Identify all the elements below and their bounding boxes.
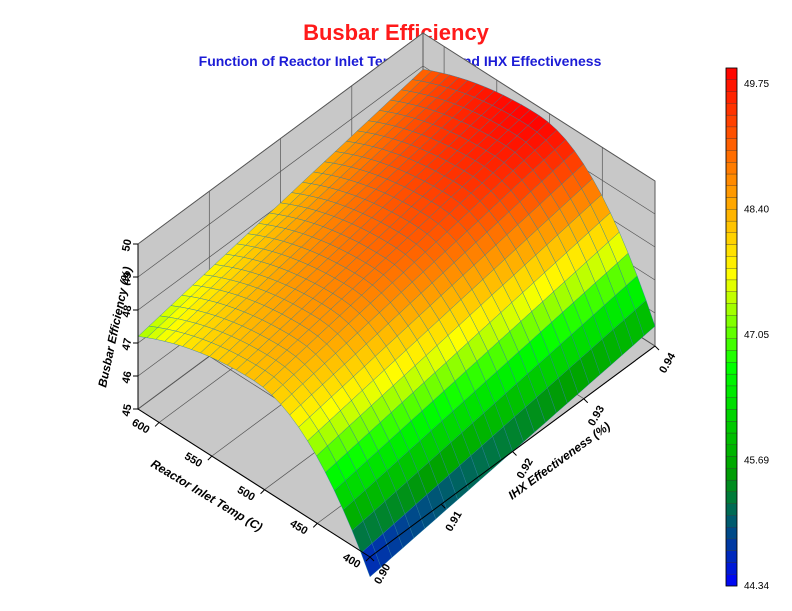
colorbar-band (725, 103, 738, 116)
x-axis-line (137, 408, 371, 558)
colorbar-band (725, 256, 738, 269)
colorbar-band (725, 362, 738, 375)
x-tick-label: 500 (235, 484, 257, 504)
colorbar-band (725, 303, 738, 316)
colorbar-tick-label: 48.40 (744, 205, 769, 216)
y-tick-mark (654, 345, 660, 351)
colorbar: 49.75 48.40 47.05 45.69 44.34 (725, 67, 769, 592)
x-tick-mark (312, 523, 318, 528)
y-tick-mark (512, 451, 517, 456)
colorbar-band (725, 503, 738, 516)
x-tick-mark (207, 455, 213, 461)
colorbar-band (725, 197, 738, 210)
colorbar-band (725, 456, 738, 469)
colorbar-band (725, 91, 738, 104)
colorbar-band (725, 526, 738, 540)
colorbar-band (725, 150, 738, 163)
colorbar-band (725, 574, 738, 587)
colorbar-band (725, 267, 738, 281)
colorbar-band (725, 491, 738, 504)
colorbar-band (725, 244, 738, 257)
z-tick-label: 45 (120, 403, 134, 417)
z-tick-label: 50 (120, 238, 134, 252)
surface-cell (360, 542, 382, 578)
z-tick-label: 47 (120, 337, 134, 351)
colorbar-band (725, 79, 738, 92)
colorbar-band (725, 209, 738, 222)
colorbar-band (725, 220, 738, 233)
z-tick-label: 49 (120, 271, 134, 285)
colorbar-tick-label: 45.69 (744, 456, 769, 467)
colorbar-band (725, 468, 738, 481)
colorbar-band (725, 173, 738, 186)
colorbar-tick-label: 47.05 (744, 330, 769, 341)
z-tick-label: 46 (120, 370, 134, 384)
surface-mesh (137, 69, 656, 578)
colorbar-band (725, 326, 738, 339)
colorbar-band (725, 338, 738, 351)
colorbar-frame (725, 67, 738, 587)
colorbar-band (725, 232, 738, 245)
colorbar-band (725, 550, 738, 563)
colorbar-band (725, 185, 738, 198)
colorbar-tick-label: 49.75 (744, 79, 769, 90)
colorbar-band (725, 67, 738, 80)
colorbar-band (725, 291, 738, 304)
colorbar-band (725, 397, 738, 410)
colorbar-band (725, 409, 738, 422)
x-tick-mark (365, 556, 371, 562)
colorbar-band (725, 479, 738, 492)
colorbar-band (725, 350, 738, 363)
colorbar-band (725, 432, 738, 445)
colorbar-band (725, 373, 738, 387)
colorbar-band (725, 162, 738, 175)
colorbar-band (725, 562, 738, 575)
x-tick-mark (154, 422, 160, 427)
colorbar-band (725, 538, 738, 551)
colorbar-band (725, 444, 738, 457)
colorbar-tick-label: 44.34 (744, 581, 769, 592)
z-axis-label: Busbar Efficiency (%) (95, 265, 134, 388)
y-tick-mark (369, 556, 375, 562)
y-tick-label: 0.91 (444, 509, 465, 534)
x-tick-label: 400 (340, 551, 362, 571)
colorbar-band (725, 315, 738, 328)
x-tick-label: 600 (130, 417, 152, 437)
z-tick-label: 48 (120, 304, 134, 318)
colorbar-band (725, 126, 738, 139)
y-tick-mark (583, 398, 589, 404)
colorbar-band (725, 279, 738, 292)
y-tick-mark (440, 503, 446, 509)
x-tick-label: 550 (182, 450, 204, 470)
x-tick-label: 450 (288, 518, 310, 538)
colorbar-band (725, 515, 738, 528)
chart-title: Busbar Efficiency (303, 20, 489, 45)
colorbar-band (725, 114, 738, 128)
colorbar-band (725, 138, 738, 151)
x-tick-mark (260, 489, 265, 495)
colorbar-band (725, 385, 738, 398)
y-tick-label: 0.94 (657, 350, 679, 375)
colorbar-band (725, 421, 738, 434)
